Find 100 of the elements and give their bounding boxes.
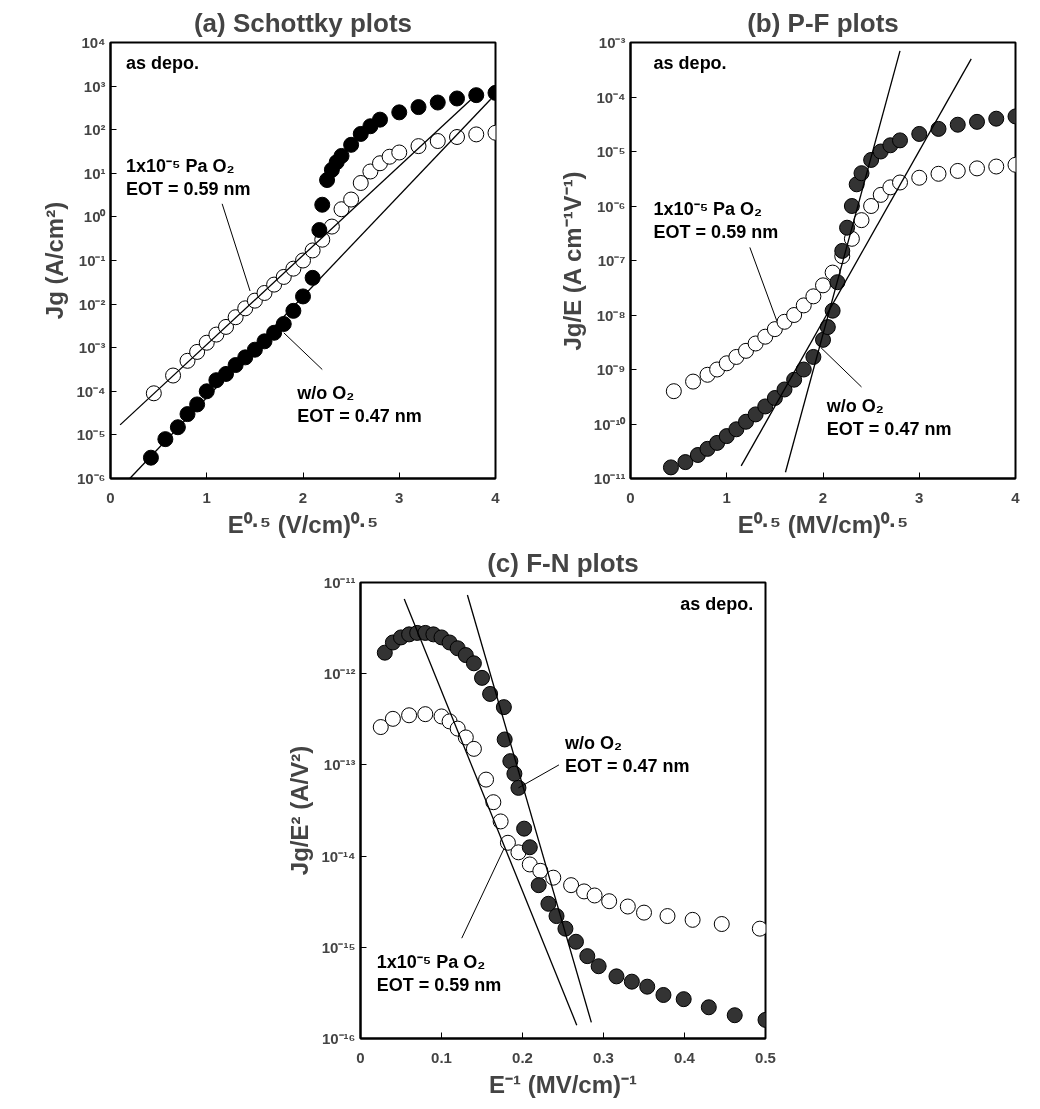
x-tick-label: 0.1 — [431, 1048, 452, 1066]
point — [988, 158, 1005, 175]
point — [372, 111, 388, 128]
point — [713, 916, 730, 932]
y-tick-label: 10⁻¹⁰ — [593, 415, 627, 433]
y-tick-label: 10⁻³ — [598, 34, 626, 51]
x-axis-title: E⁰·⁵ (MV/cm)⁰·⁵ — [737, 510, 909, 538]
point — [333, 147, 350, 164]
annotation: w/o O₂ EOT = 0.47 nm — [564, 732, 690, 776]
point — [659, 908, 676, 925]
x-axis-title: E⁰·⁵ (V/cm)⁰·⁵ — [227, 510, 379, 538]
point — [311, 222, 328, 239]
point — [482, 685, 499, 702]
point — [949, 162, 966, 179]
point — [401, 707, 418, 724]
x-tick-label: 3 — [915, 488, 924, 506]
point — [478, 771, 495, 788]
x-tick-label: 4 — [1011, 488, 1021, 506]
x-tick-label: 3 — [395, 488, 404, 506]
point — [516, 820, 533, 837]
point — [429, 94, 446, 111]
annotation: as depo. — [680, 593, 754, 614]
point — [343, 136, 360, 153]
y-tick-label: 10⁻¹⁵ — [321, 938, 356, 956]
point — [623, 973, 640, 990]
point — [540, 895, 557, 912]
y-axis-title: Jg/E (A cm⁻¹V⁻¹) — [558, 171, 586, 351]
x-tick-label: 1 — [722, 488, 731, 506]
point — [410, 99, 427, 116]
point — [853, 212, 870, 229]
point — [352, 174, 369, 191]
x-tick-label: 2 — [818, 488, 828, 506]
x-axis-title: E⁻¹ (MV/cm)⁻¹ — [489, 1070, 638, 1098]
point — [449, 90, 465, 107]
annotation: w/o O₂ EOT = 0.47 nm — [296, 382, 422, 426]
point — [619, 898, 636, 915]
x-tick-label: 0 — [356, 1048, 365, 1066]
chart-title: (b) P-F plots — [747, 7, 899, 38]
y-tick-label: 10⁻⁶ — [596, 197, 626, 215]
point — [343, 191, 360, 208]
point — [805, 288, 822, 305]
point — [636, 904, 652, 921]
y-tick-label: 10⁻¹¹ — [593, 470, 626, 487]
point — [384, 710, 401, 727]
y-tick-label: 10¹ — [83, 164, 106, 182]
chart-title: (c) F-N plots — [487, 547, 639, 578]
point — [198, 383, 215, 400]
x-tick-label: 0.3 — [593, 1048, 614, 1066]
point — [853, 165, 870, 182]
point — [911, 169, 928, 186]
y-tick-label: 10⁻³ — [78, 339, 106, 357]
y-tick-label: 10⁻² — [78, 295, 106, 313]
point — [468, 126, 485, 143]
y-axis-title: Jg (A/cm²) — [41, 201, 69, 320]
point — [521, 839, 538, 856]
point — [726, 1007, 743, 1024]
y-tick-label: 10⁻¹⁴ — [321, 847, 356, 865]
point — [417, 706, 434, 723]
y-tick-label: 10⁻¹⁶ — [321, 1030, 356, 1047]
annotation: 1x10⁻⁵ Pa O₂ EOT = 0.59 nm — [125, 155, 251, 199]
point — [892, 132, 908, 149]
point — [169, 419, 186, 436]
point — [429, 133, 446, 150]
y-tick-label: 10⁻⁷ — [597, 252, 626, 269]
point — [815, 277, 831, 294]
point — [474, 669, 490, 686]
point — [314, 196, 331, 213]
point — [601, 893, 618, 910]
point — [839, 219, 856, 236]
point — [608, 968, 625, 985]
y-tick-label: 10³ — [83, 77, 106, 95]
x-tick-label: 0.4 — [674, 1048, 696, 1066]
point — [665, 383, 682, 400]
y-tick-label: 10⁻¹ — [78, 252, 106, 269]
point — [590, 958, 607, 975]
x-tick-label: 2 — [298, 488, 308, 506]
point — [189, 396, 206, 413]
point — [563, 877, 580, 894]
y-tick-label: 10⁰ — [83, 208, 107, 226]
annotation: as depo. — [653, 53, 727, 74]
x-tick-label: 0.2 — [512, 1048, 533, 1066]
annotation: 1x10⁻⁵ Pa O₂ EOT = 0.59 nm — [376, 951, 502, 995]
point — [969, 113, 985, 130]
point — [795, 361, 812, 378]
point — [863, 198, 880, 214]
point — [492, 813, 509, 830]
point — [142, 449, 159, 466]
x-tick-label: 4 — [491, 488, 501, 506]
y-tick-label: 10⁻⁴ — [76, 382, 106, 400]
point — [684, 911, 701, 928]
y-tick-label: 10⁴ — [81, 34, 106, 51]
point — [275, 315, 292, 332]
point — [843, 198, 860, 214]
point — [662, 459, 679, 476]
point — [685, 373, 702, 390]
y-tick-label: 10⁻⁶ — [76, 470, 106, 487]
point — [295, 288, 311, 305]
point — [285, 302, 302, 319]
x-tick-label: 1 — [202, 488, 211, 506]
point — [496, 731, 513, 748]
